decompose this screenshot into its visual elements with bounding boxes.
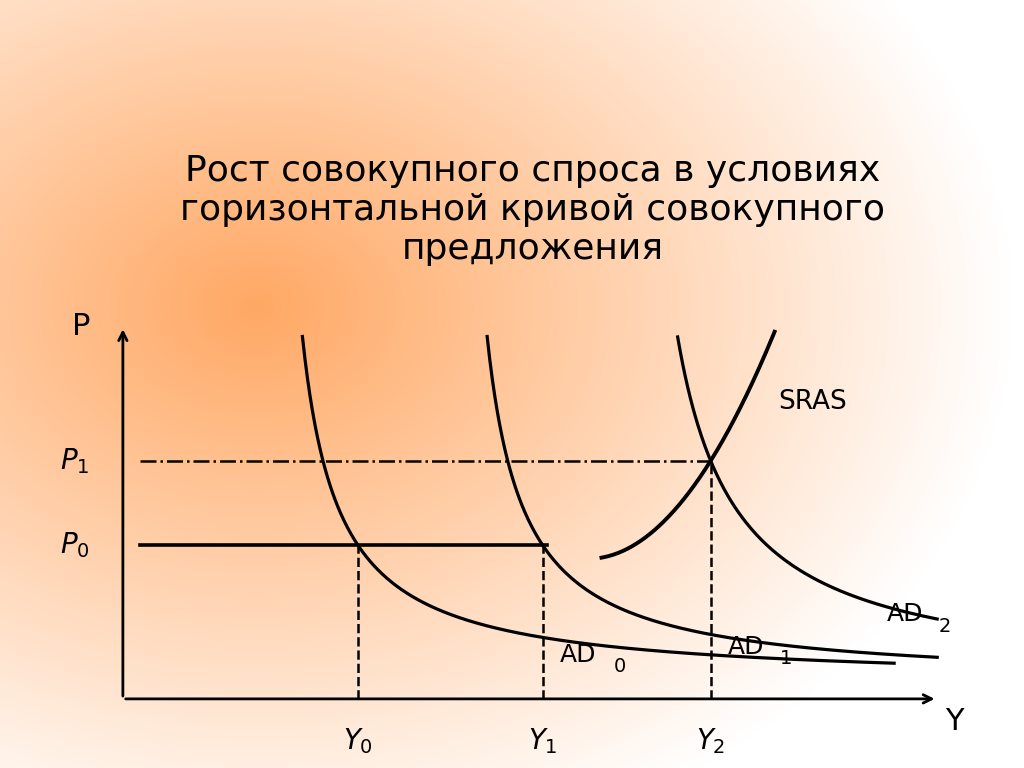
Text: Рост совокупного спроса в условиях
горизонтальной кривой совокупного
предложения: Рост совокупного спроса в условиях гориз… bbox=[180, 154, 885, 266]
Text: 1: 1 bbox=[779, 650, 792, 668]
Text: $Y_2$: $Y_2$ bbox=[696, 726, 725, 756]
Text: P: P bbox=[72, 312, 90, 341]
Text: AD: AD bbox=[887, 602, 924, 627]
Text: SRAS: SRAS bbox=[778, 389, 847, 415]
Text: AD: AD bbox=[559, 643, 596, 667]
Text: $P_1$: $P_1$ bbox=[60, 446, 89, 475]
Text: $Y_1$: $Y_1$ bbox=[528, 726, 557, 756]
Text: 2: 2 bbox=[939, 617, 951, 636]
Text: Y: Y bbox=[945, 707, 964, 737]
Text: $P_0$: $P_0$ bbox=[59, 531, 89, 560]
Text: $Y_0$: $Y_0$ bbox=[343, 726, 373, 756]
Text: AD: AD bbox=[727, 635, 764, 659]
Text: 0: 0 bbox=[614, 657, 627, 676]
